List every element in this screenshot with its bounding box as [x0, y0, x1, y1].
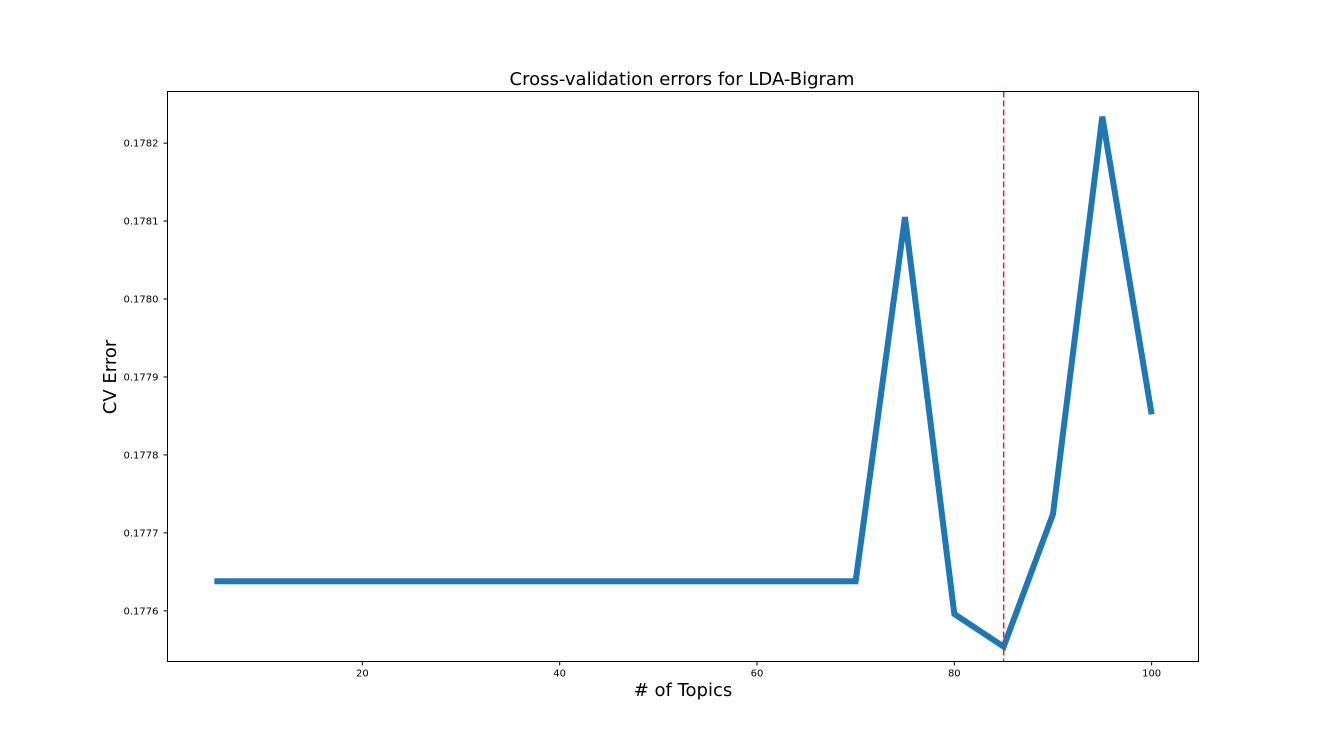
- x-tick-label: 20: [356, 669, 369, 680]
- y-tick-label: 0.1777: [124, 528, 159, 539]
- x-tick-label: 100: [1142, 669, 1161, 680]
- y-tick-label: 0.1781: [124, 217, 159, 228]
- y-tick-label: 0.1776: [124, 606, 159, 617]
- y-tick-label: 0.1779: [124, 372, 159, 383]
- x-axis-label: # of Topics: [634, 680, 733, 701]
- y-axis: 0.1776 0.1777 0.1778 0.1779 0.1780 0.1781 0.17…: [124, 139, 168, 617]
- y-tick-label: 0.1782: [124, 139, 159, 150]
- x-tick-label: 80: [948, 669, 961, 680]
- x-tick-label: 60: [751, 669, 764, 680]
- x-axis: 20 40 60 80 100: [356, 661, 1161, 680]
- axes-frame: [167, 91, 1199, 662]
- y-tick-label: 0.1778: [124, 450, 159, 461]
- x-tick-label: 40: [553, 669, 566, 680]
- series-line-0: [214, 116, 1155, 652]
- chart-title: Cross-validation errors for LDA-Bigram: [510, 69, 855, 90]
- y-tick-label: 0.1780: [124, 295, 159, 306]
- plot-area: [214, 91, 1155, 662]
- y-axis-label: CV Error: [100, 339, 121, 414]
